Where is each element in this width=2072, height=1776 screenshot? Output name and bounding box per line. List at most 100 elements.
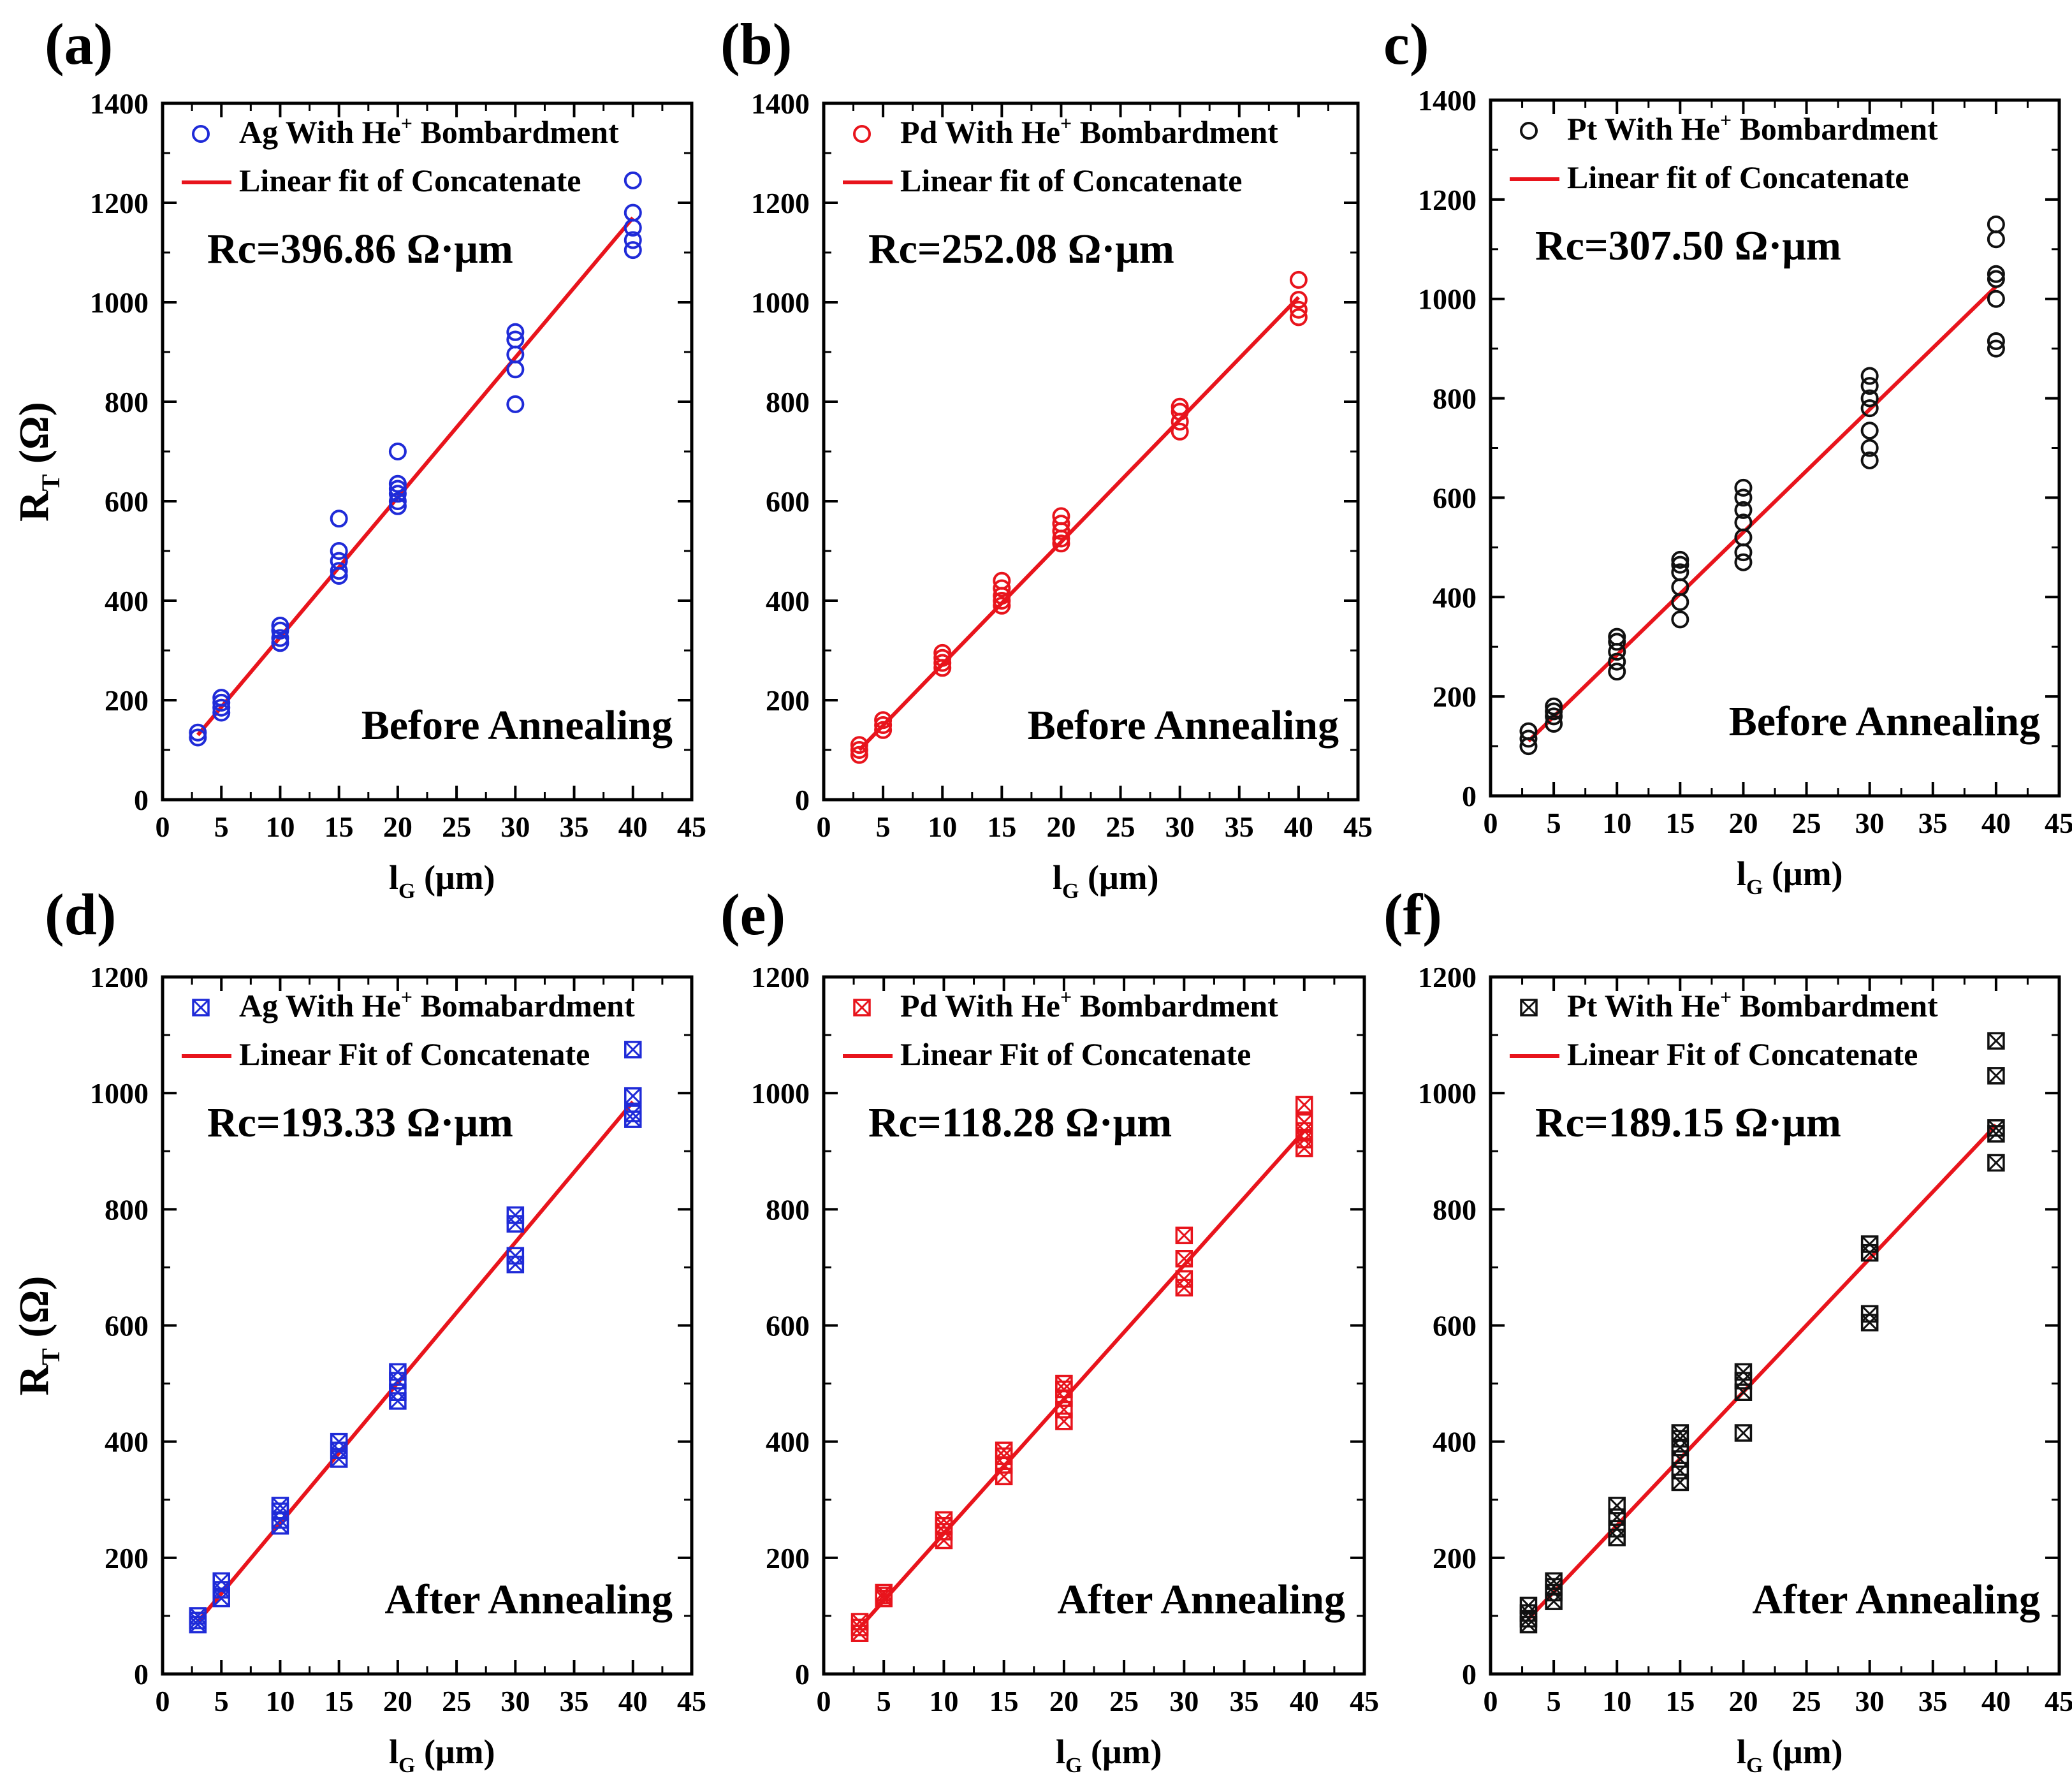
fit-line: [1527, 1124, 1998, 1620]
panel-label: (f): [1383, 882, 1442, 947]
data-point: [1545, 1572, 1563, 1590]
data-point: [389, 1363, 407, 1381]
marker-cross-b: [624, 1087, 641, 1104]
data-point: [506, 1206, 525, 1224]
marker-cross-b: [1520, 1597, 1537, 1614]
marker-cross-b: [1520, 999, 1538, 1016]
data-point: [1987, 230, 2005, 249]
x-axis-title: lG (μm): [389, 1733, 495, 1776]
y-tick-label: 1000: [90, 1077, 149, 1110]
legend-line-label: Linear Fit of Concatenate: [239, 1036, 590, 1072]
marker-cross-b: [851, 1625, 868, 1642]
data-point: [1734, 543, 1753, 562]
marker-cross-b: [1672, 1424, 1689, 1442]
marker-box: [1987, 1154, 2005, 1172]
marker-box: [1671, 1450, 1689, 1468]
x-tick-label: 40: [1981, 1685, 2011, 1717]
data-point: [1987, 270, 2005, 288]
data-point: [271, 617, 289, 635]
marker-cross-b: [1545, 1578, 1563, 1596]
data-point: [1545, 707, 1563, 726]
data-point: [1671, 1450, 1689, 1468]
legend-marker: [1520, 122, 1538, 140]
data-point: [1545, 702, 1563, 721]
data-point: [1295, 1096, 1313, 1114]
x-tick-label: 10: [929, 1685, 958, 1717]
marker-cross-b: [995, 1468, 1012, 1485]
data-point: [1860, 377, 1879, 395]
marker-cross-b: [624, 1111, 641, 1128]
data-point: [995, 1441, 1013, 1460]
data-point: [933, 654, 952, 672]
marker-cross-b: [624, 1041, 641, 1058]
data-point: [1987, 1032, 2005, 1050]
data-point: [1545, 715, 1563, 733]
legend-scatter-label: Pd With He+ Bombardment: [900, 985, 1278, 1024]
data-point: [506, 323, 525, 341]
data-point: [1671, 1424, 1689, 1442]
y-tick-label: 800: [105, 386, 149, 418]
marker-box: [330, 1432, 348, 1451]
data-point: [1608, 663, 1626, 681]
y-tick-label: 1000: [751, 1077, 810, 1110]
x-axis-title: lG (μm): [389, 858, 495, 903]
annealing-condition: Before Annealing: [1028, 702, 1339, 749]
data-point: [1734, 513, 1753, 532]
plot-frame: [822, 975, 1366, 1676]
rc-annotation: Rc=307.50 Ω·μm: [1535, 223, 1841, 269]
plot-frame: [161, 101, 694, 802]
x-tick-label: 40: [618, 811, 648, 843]
x-tick-label: 15: [1665, 1685, 1695, 1717]
annealing-condition: After Annealing: [1752, 1576, 2040, 1623]
data-point: [1545, 697, 1563, 716]
y-tick-label: 0: [1462, 1658, 1477, 1691]
data-point: [212, 1572, 230, 1590]
x-tick-label: 15: [987, 811, 1016, 843]
data-point: [506, 1247, 525, 1265]
rc-annotation: Rc=118.28 Ω·μm: [868, 1099, 1172, 1146]
data-point: [1987, 1067, 2005, 1085]
data-point: [506, 360, 525, 379]
marker-box: [1671, 1462, 1689, 1479]
marker-box: [1055, 1374, 1073, 1393]
data-point: [1987, 290, 2005, 308]
y-tick-label: 800: [105, 1193, 149, 1226]
data-point: [1171, 402, 1189, 421]
data-point: [212, 698, 231, 717]
x-tick-label: 5: [214, 811, 229, 843]
data-point: [189, 723, 207, 742]
data-point: [389, 1383, 407, 1401]
marker-cross-b: [1861, 1305, 1878, 1323]
y-tick-label: 1200: [1418, 184, 1477, 216]
data-point: [850, 745, 868, 764]
x-tick-label: 45: [2045, 1685, 2072, 1717]
marker-cross-b: [851, 1619, 868, 1636]
y-axis-title: RT (Ω): [11, 1276, 65, 1396]
x-tick-label: 25: [1106, 811, 1135, 843]
data-point: [1671, 550, 1689, 569]
marker-cross-b: [853, 999, 871, 1016]
data-point: [1671, 610, 1689, 629]
rc-annotation: Rc=189.15 Ω·μm: [1535, 1099, 1841, 1146]
marker-cross-b: [875, 1584, 893, 1601]
marker-box: [995, 1441, 1013, 1460]
y-tick-label: 1400: [751, 87, 810, 120]
marker-box: [624, 1087, 642, 1105]
x-axis-title: lG (μm): [1737, 855, 1843, 899]
marker-box: [506, 1206, 525, 1224]
x-tick-label: 10: [1602, 807, 1631, 839]
data-point: [933, 649, 952, 667]
marker-cross-b: [507, 1247, 524, 1265]
marker-cross-b: [1987, 1154, 2004, 1171]
x-tick-label: 35: [1918, 1685, 1948, 1717]
y-tick-label: 600: [1433, 1310, 1477, 1342]
x-tick-label: 40: [618, 1685, 648, 1717]
data-point: [388, 474, 407, 493]
marker-cross-b: [189, 1612, 207, 1629]
data-point: [1519, 730, 1538, 748]
marker-box: [1734, 1424, 1753, 1442]
marker-box: [1175, 1270, 1193, 1288]
marker-box: [1987, 1032, 2005, 1050]
data-point: [993, 579, 1011, 598]
marker-cross-b: [1987, 1125, 2004, 1142]
